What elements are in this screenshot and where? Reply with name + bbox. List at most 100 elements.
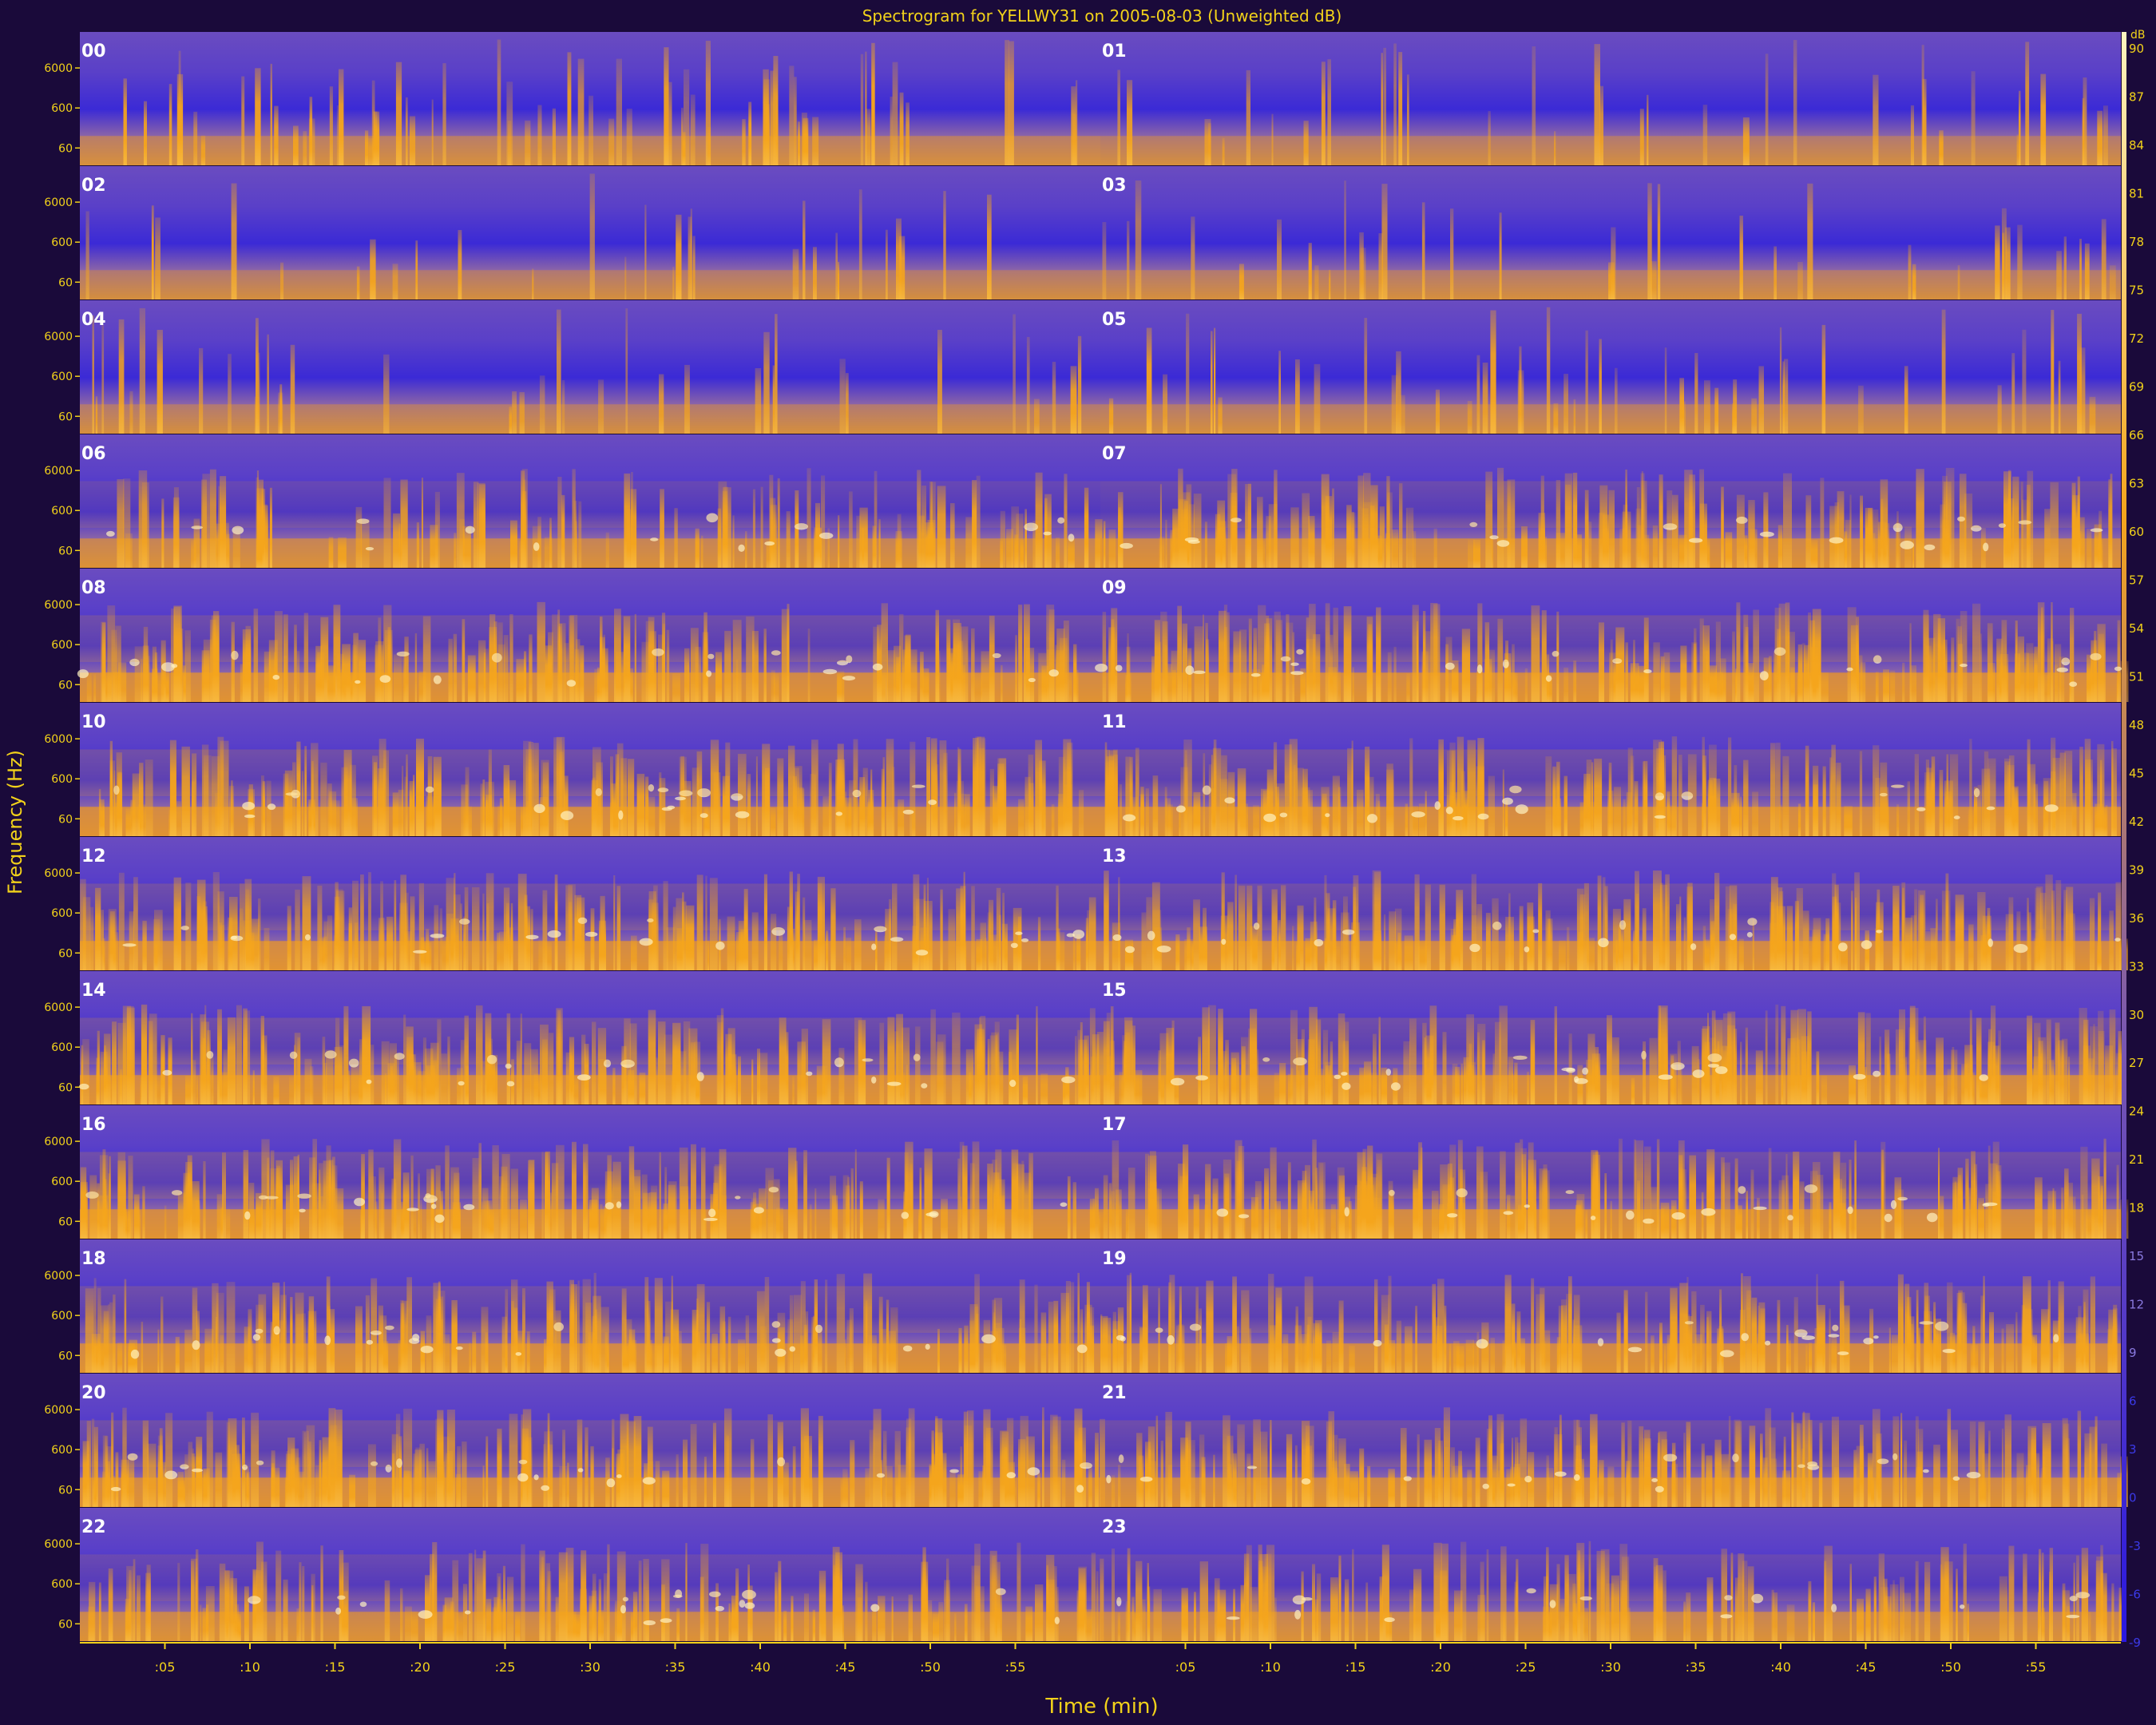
x-tick-label: :45 xyxy=(1856,1660,1877,1675)
y-tick-label: 6000 xyxy=(44,1538,73,1551)
colorbar-tick-label: 33 xyxy=(2129,959,2144,974)
colorbar-tick-label: 63 xyxy=(2129,476,2144,490)
y-tick-label: 600 xyxy=(51,505,73,518)
hour-panel-01: 01 xyxy=(1100,40,2121,166)
hour-panel-06: 06 xyxy=(80,444,1103,568)
y-tick-label: 60 xyxy=(58,1215,73,1228)
hour-label: 00 xyxy=(81,42,106,61)
y-tick-label: 6000 xyxy=(44,465,73,478)
y-tick-label: 600 xyxy=(51,1041,73,1054)
hour-label: 10 xyxy=(81,712,106,732)
colorbar-tick-label: 72 xyxy=(2129,331,2144,346)
colorbar-tick-label: 12 xyxy=(2129,1298,2144,1312)
y-tick-label: 60 xyxy=(58,1350,73,1362)
hour-panel-02: 02 xyxy=(80,173,1100,299)
hour-label: 20 xyxy=(81,1383,106,1403)
hour-panel-08: 08 xyxy=(77,578,1100,702)
x-tick-label: :50 xyxy=(920,1660,941,1675)
colorbar-tick-label: 3 xyxy=(2129,1442,2137,1457)
spectrogram-row: 18 19 xyxy=(80,1239,2121,1373)
y-tick-label: 60 xyxy=(58,813,73,826)
y-tick-label: 60 xyxy=(58,1484,73,1497)
spectrogram-row: 00 01 xyxy=(80,32,2121,166)
hour-panel-12: 12 xyxy=(80,847,1100,970)
hour-label: 13 xyxy=(1102,847,1127,866)
colorbar-tick-label: 21 xyxy=(2129,1152,2144,1167)
x-tick-label: :05 xyxy=(155,1660,176,1675)
spectrogram-row: 20 21 xyxy=(80,1374,2128,1507)
spectrogram-row: 10 11 xyxy=(80,703,2121,836)
colorbar-tick-label: 87 xyxy=(2129,90,2144,105)
y-tick-label: 6000 xyxy=(44,1001,73,1014)
hour-panel-18: 18 xyxy=(80,1249,1100,1373)
x-tick-label: :20 xyxy=(410,1660,430,1675)
colorbar-unit: dB xyxy=(2130,29,2146,42)
hour-label: 11 xyxy=(1102,712,1127,732)
hour-label: 04 xyxy=(81,310,106,330)
x-tick-label: :15 xyxy=(325,1660,346,1675)
hour-panel-14: 14 xyxy=(78,981,1104,1104)
hour-label: 21 xyxy=(1102,1383,1127,1403)
hour-panel-05: 05 xyxy=(1100,307,2121,434)
spectrogram-row: 22 23 xyxy=(80,1508,2126,1641)
hour-label: 18 xyxy=(81,1249,106,1269)
hour-label: 12 xyxy=(81,847,106,866)
hour-panel-04: 04 xyxy=(80,307,1100,434)
y-tick-label: 60 xyxy=(58,276,73,289)
spectrogram-row: 12 13 xyxy=(80,837,2128,970)
colorbar-tick-label: 60 xyxy=(2129,525,2144,539)
colorbar-tick-label: 78 xyxy=(2129,235,2144,249)
spectrogram-row: 16 17 xyxy=(80,1105,2129,1239)
hour-panel-19: 19 xyxy=(1100,1249,2121,1373)
y-tick-label: 6000 xyxy=(44,1404,73,1417)
y-tick-label: 600 xyxy=(51,236,73,249)
colorbar-tick-label: 6 xyxy=(2129,1394,2137,1409)
colorbar-tick-label: 15 xyxy=(2129,1249,2144,1263)
y-tick-label: 600 xyxy=(51,102,73,115)
spectrogram-row: 08 09 xyxy=(77,569,2129,702)
x-tick-label: :20 xyxy=(1430,1660,1451,1675)
colorbar-tick-label: 84 xyxy=(2129,138,2144,153)
hour-panel-23: 23 xyxy=(1100,1517,2126,1641)
hour-label: 14 xyxy=(81,981,106,1001)
x-tick-label: :50 xyxy=(1940,1660,1961,1675)
x-tick-label: :10 xyxy=(1260,1660,1281,1675)
y-tick-label: 60 xyxy=(58,410,73,423)
hour-label: 17 xyxy=(1102,1115,1127,1135)
hour-panel-17: 17 xyxy=(1100,1115,2129,1239)
spectrogram-row: 14 15 xyxy=(78,971,2124,1104)
hour-label: 05 xyxy=(1102,310,1127,330)
y-tick-label: 6000 xyxy=(44,196,73,209)
colorbar-tick-label: 0 xyxy=(2129,1491,2137,1505)
spectrogram-row: 04 05 xyxy=(80,300,2121,434)
hour-label: 02 xyxy=(81,176,106,196)
x-tick-label: :40 xyxy=(1770,1660,1791,1675)
colorbar-tick-label: 51 xyxy=(2129,669,2144,684)
x-tick-label: :55 xyxy=(1005,1660,1026,1675)
hour-panel-22: 22 xyxy=(80,1517,1104,1641)
y-tick-label: 600 xyxy=(51,371,73,383)
colorbar-tick-label: -9 xyxy=(2129,1636,2141,1650)
colorbar-tick-label: 36 xyxy=(2129,911,2144,926)
colorbar-tick-label: 66 xyxy=(2129,428,2144,442)
colorbar-tick-label: 45 xyxy=(2129,766,2144,780)
y-tick-label: 600 xyxy=(51,907,73,920)
x-tick-label: :10 xyxy=(240,1660,260,1675)
hour-panel-11: 11 xyxy=(1100,712,2121,836)
chart-title: Spectrogram for YELLWY31 on 2005-08-03 (… xyxy=(862,6,1342,26)
hour-panel-21: 21 xyxy=(1100,1383,2128,1507)
x-tick-label: :05 xyxy=(1175,1660,1196,1675)
x-tick-label: :40 xyxy=(750,1660,771,1675)
hour-panel-13: 13 xyxy=(1100,847,2128,970)
y-tick-label: 60 xyxy=(58,679,73,692)
hour-panel-00: 00 xyxy=(80,39,1100,166)
colorbar-tick-label: 39 xyxy=(2129,862,2144,877)
x-tick-label: :35 xyxy=(1686,1660,1706,1675)
spectrogram-row: 06 07 xyxy=(80,434,2121,568)
y-tick-label: 6000 xyxy=(44,733,73,746)
colorbar-tick-label: 42 xyxy=(2129,815,2144,829)
colorbar-tick-label: 69 xyxy=(2129,380,2144,395)
x-tick-label: :45 xyxy=(835,1660,856,1675)
y-tick-label: 60 xyxy=(58,545,73,557)
y-tick-label: 600 xyxy=(51,639,73,652)
